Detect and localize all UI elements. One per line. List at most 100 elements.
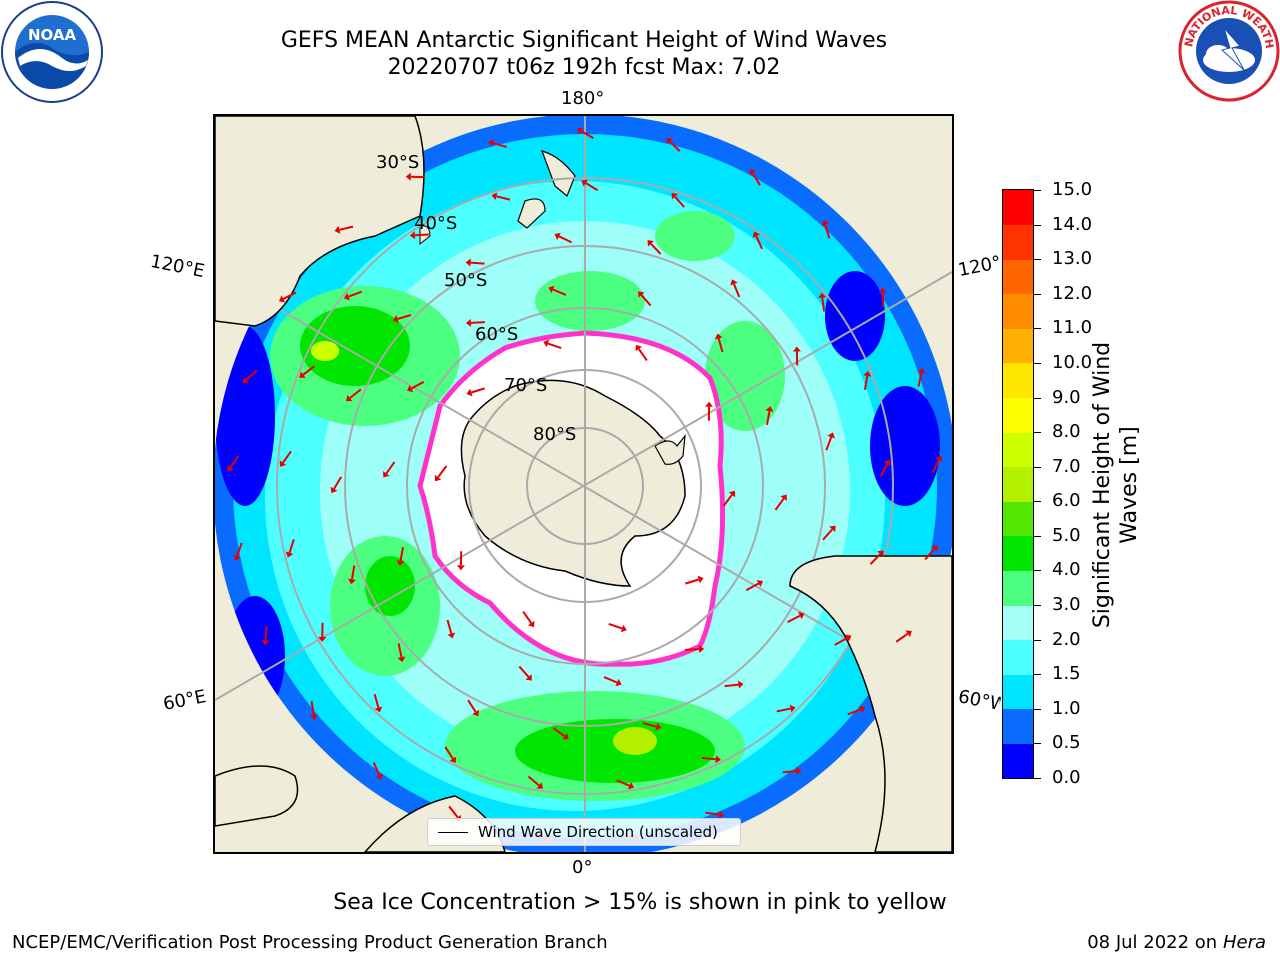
wind-arrow-head bbox=[796, 766, 802, 775]
wind-arrow-head bbox=[447, 632, 456, 639]
colorbar-label: Significant Height of Wind Waves [m] bbox=[1089, 305, 1143, 665]
colorbar-segment bbox=[1003, 708, 1033, 744]
colorbar-tick bbox=[1034, 397, 1041, 399]
lon-label-120w: 120°W bbox=[956, 251, 1004, 282]
wind-arrow-shaft bbox=[724, 683, 739, 688]
wind-arrow-head bbox=[576, 127, 584, 135]
colorbar-tick-label: 11.0 bbox=[1052, 317, 1093, 339]
wind-arrow-head bbox=[348, 578, 356, 585]
colorbar-tick bbox=[1034, 293, 1041, 295]
colorbar-tick bbox=[1034, 501, 1041, 503]
wind-arrow-head bbox=[527, 620, 535, 628]
wind-arrow-shaft bbox=[881, 292, 885, 307]
wind-arrow-head bbox=[620, 624, 627, 633]
wind-arrow-head bbox=[449, 756, 457, 763]
wave-patch bbox=[655, 211, 735, 261]
wind-arrow-shaft bbox=[931, 459, 940, 474]
wind-arrow-head bbox=[829, 525, 836, 532]
wind-arrow-head bbox=[227, 465, 234, 472]
colorbar bbox=[1002, 189, 1034, 779]
wind-arrow-shaft bbox=[470, 387, 485, 394]
wind-arrow-shaft bbox=[787, 614, 801, 624]
lat-label-70s: 70°S bbox=[504, 375, 548, 396]
colorbar-tick bbox=[1034, 639, 1041, 641]
footer-date: 08 Jul 2022 on Hera bbox=[1087, 932, 1266, 953]
wind-arrow-shaft bbox=[399, 546, 404, 562]
colorbar-tick bbox=[1034, 224, 1041, 226]
low-wave-patch bbox=[825, 271, 885, 361]
colorbar-tick bbox=[1034, 674, 1041, 676]
wind-arrow-head bbox=[488, 139, 495, 148]
wind-arrow-head bbox=[798, 612, 805, 620]
wind-arrow-shaft bbox=[349, 388, 362, 399]
colorbar-tick-label: 7.0 bbox=[1052, 455, 1081, 477]
colorbar-tick-label: 9.0 bbox=[1052, 386, 1081, 408]
colorbar-segment bbox=[1003, 259, 1033, 295]
wind-arrow-head bbox=[299, 371, 306, 378]
wind-arrow-shaft bbox=[522, 611, 533, 624]
wind-arrow-head bbox=[374, 706, 383, 713]
wind-arrow-shaft bbox=[917, 372, 923, 387]
wind-arrow-shaft bbox=[774, 497, 785, 511]
colorbar-tick-label: 6.0 bbox=[1052, 490, 1081, 512]
colorbar-tick bbox=[1034, 778, 1041, 779]
colorbar-tick-label: 1.5 bbox=[1052, 663, 1081, 685]
wind-arrow-head bbox=[655, 722, 662, 731]
colorbar-segment bbox=[1003, 639, 1033, 675]
colorbar-tick-label: 5.0 bbox=[1052, 524, 1081, 546]
colorbar-segment bbox=[1003, 535, 1033, 571]
wind-arrow-head bbox=[863, 371, 872, 377]
lon-label-120e: 120°E bbox=[148, 250, 207, 283]
colorbar-tick-label: 13.0 bbox=[1052, 248, 1093, 270]
colorbar-tick bbox=[1034, 362, 1041, 364]
wind-arrow-shaft bbox=[869, 553, 881, 565]
wind-arrow-head bbox=[845, 634, 852, 642]
wave-patch bbox=[311, 341, 339, 361]
wind-arrow-shaft bbox=[467, 699, 477, 713]
wind-arrow-head bbox=[821, 219, 830, 226]
lat-label-60s: 60°S bbox=[475, 324, 519, 345]
colorbar-segment bbox=[1003, 328, 1033, 364]
wind-arrow-head bbox=[917, 367, 926, 374]
colorbar-segment bbox=[1003, 224, 1033, 260]
colorbar-segment bbox=[1003, 501, 1033, 537]
wind-arrow-shaft bbox=[437, 465, 448, 478]
footer-date-text: 08 Jul 2022 on bbox=[1087, 932, 1223, 953]
wind-arrow-shaft bbox=[603, 676, 618, 684]
noaa-logo-text: NOAA bbox=[28, 26, 77, 44]
colorbar-tick bbox=[1034, 570, 1041, 572]
wind-arrow-shaft bbox=[547, 342, 562, 349]
wind-arrow-shaft bbox=[527, 775, 540, 787]
wind-arrow-shaft bbox=[585, 182, 599, 192]
colorbar-tick bbox=[1034, 535, 1041, 537]
wind-arrow-shaft bbox=[637, 348, 648, 361]
lat-label-40s: 40°S bbox=[414, 213, 458, 234]
wave-patch bbox=[365, 556, 415, 616]
wind-arrow-shaft bbox=[701, 756, 716, 761]
wind-arrow-head bbox=[581, 179, 588, 187]
wind-arrow-shaft bbox=[821, 297, 826, 312]
wind-arrow-head bbox=[671, 192, 678, 200]
colorbar-segment bbox=[1003, 466, 1033, 502]
wind-arrow-head bbox=[536, 782, 544, 789]
wind-arrow-head bbox=[705, 401, 714, 407]
wind-arrow-shaft bbox=[288, 539, 295, 554]
lat-label-30s: 30°S bbox=[376, 152, 420, 173]
colorbar-segment bbox=[1003, 293, 1033, 329]
wind-arrow-shaft bbox=[822, 528, 833, 541]
wind-arrow-head bbox=[525, 674, 532, 681]
wind-arrow-shaft bbox=[782, 769, 797, 774]
wind-arrow-head bbox=[261, 640, 270, 646]
colorbar-segment bbox=[1003, 432, 1033, 468]
wind-arrow-head bbox=[456, 565, 465, 571]
wind-arrow-shaft bbox=[229, 455, 240, 468]
wind-arrow-head bbox=[714, 333, 723, 340]
colorbar-tick bbox=[1034, 605, 1041, 607]
nws-logo: NATIONAL WEATHER SERVICE bbox=[1178, 0, 1280, 102]
wind-arrow-shaft bbox=[705, 811, 720, 816]
wind-arrow-head bbox=[698, 645, 705, 654]
wind-arrow-head bbox=[756, 579, 763, 588]
low-wave-patch bbox=[870, 386, 940, 506]
wind-arrow-head bbox=[728, 490, 736, 498]
wind-arrow-head bbox=[730, 279, 738, 286]
